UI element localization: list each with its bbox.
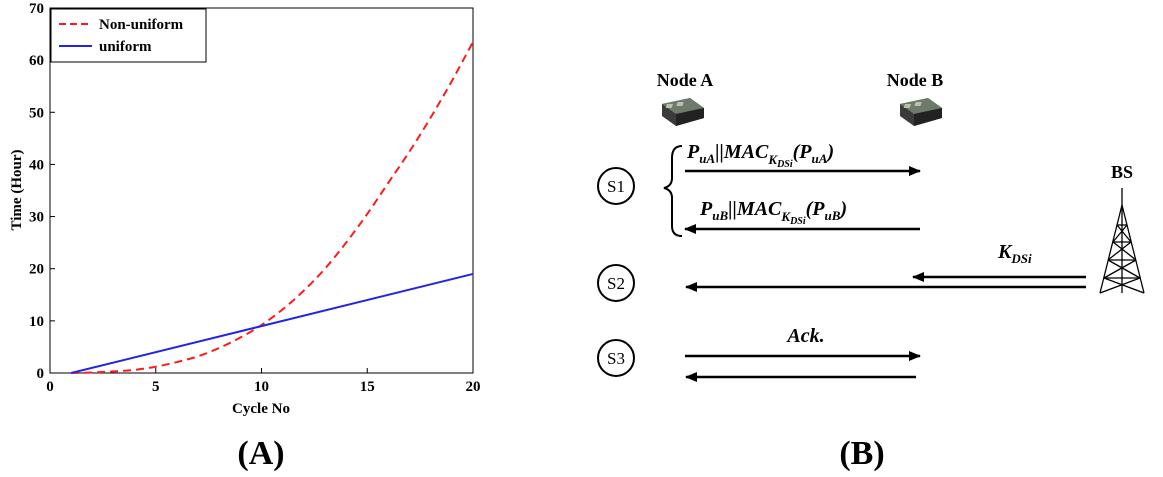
sensor-node-icon xyxy=(662,98,704,126)
series-line-uniform xyxy=(70,272,474,374)
series-line-non-uniform xyxy=(71,41,474,374)
msg-pua-mac-label: PuA||MACKDSi(PuA) xyxy=(686,141,834,170)
node-b-label: Node B xyxy=(887,70,944,90)
y-tick-label: 10 xyxy=(29,314,44,330)
key-kdsi-label: KDSi xyxy=(997,241,1032,266)
panel-label-b: (B) xyxy=(839,435,884,472)
y-tick-label: 70 xyxy=(29,1,44,17)
y-tick-label: 40 xyxy=(29,157,44,173)
legend-label-non-uniform: Non-uniform xyxy=(99,17,184,33)
step-s2: S2 xyxy=(597,264,635,302)
plot-area xyxy=(49,7,474,374)
step-s3-label: S3 xyxy=(607,349,625,368)
legend-label-uniform: uniform xyxy=(99,39,152,55)
step-s1-label: S1 xyxy=(607,177,625,196)
x-tick-label: 20 xyxy=(466,379,481,395)
sensor-node-icon xyxy=(900,98,942,126)
series-lines xyxy=(70,41,474,374)
diagram-panel-b: Node A Node B BS xyxy=(597,70,1145,382)
base-station-tower-icon xyxy=(1099,188,1145,294)
step-s3: S3 xyxy=(597,339,635,377)
axis-ticks: 0 5 10 15 20 0 10 20 30 40 50 60 70 xyxy=(29,1,481,395)
y-axis-label: Time (Hour) xyxy=(9,150,25,231)
node-a-label: Node A xyxy=(657,70,714,90)
legend: Non-uniform uniform xyxy=(50,8,207,63)
msg-pub-mac-label: PuB||MACKDSi(PuB) xyxy=(699,198,847,227)
x-tick-label: 0 xyxy=(46,379,54,395)
panel-label-a: (A) xyxy=(237,435,284,472)
x-tick-label: 15 xyxy=(360,379,375,395)
x-tick-label: 5 xyxy=(152,379,160,395)
step-s1: S1 xyxy=(597,167,635,205)
legend-box xyxy=(50,8,207,63)
bs-label: BS xyxy=(1111,162,1133,182)
y-tick-label: 20 xyxy=(29,262,44,278)
y-tick-label: 50 xyxy=(29,105,44,121)
ack-label: Ack. xyxy=(785,325,824,347)
s1-brace xyxy=(663,145,683,237)
y-tick-label: 60 xyxy=(29,53,44,69)
step-s2-label: S2 xyxy=(607,274,625,293)
x-axis-label: Cycle No xyxy=(232,401,290,417)
x-tick-label: 10 xyxy=(254,379,269,395)
y-tick-label: 0 xyxy=(37,366,45,382)
chart-panel-a: 0 5 10 15 20 0 10 20 30 40 50 60 70 Cycle No Time (H… xyxy=(9,1,481,417)
y-tick-label: 30 xyxy=(29,210,44,226)
